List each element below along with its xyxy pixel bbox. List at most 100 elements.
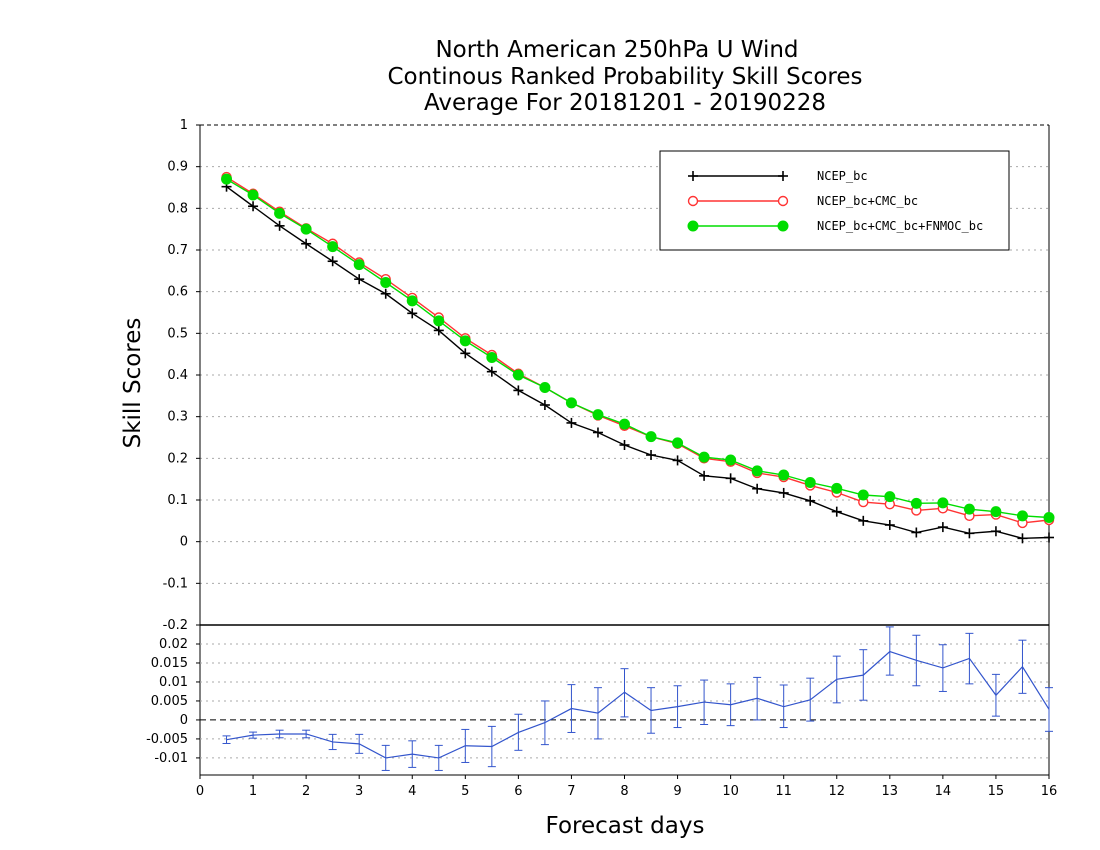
x-tick-label: 8: [620, 784, 628, 799]
y-tick-label: 0.8: [167, 201, 188, 216]
data-point: [964, 528, 975, 539]
y-tick-label: 0.7: [167, 243, 188, 258]
x-tick-label: 5: [461, 784, 469, 799]
y-tick-label: 0.015: [151, 656, 188, 671]
data-point: [725, 473, 736, 484]
data-point: [857, 489, 869, 501]
data-point: [619, 418, 630, 430]
x-tick-label: 11: [775, 784, 792, 799]
legend-marker: [687, 195, 699, 207]
legend-box: [659, 150, 1010, 251]
legend-label: NCEP_bc: [817, 169, 868, 183]
y-axis-title: Skill Scores: [120, 318, 146, 449]
data-point: [778, 487, 789, 498]
x-tick-label: 3: [355, 784, 363, 799]
data-point: [513, 385, 524, 396]
data-point: [937, 522, 948, 533]
y-tick-label: -0.1: [163, 576, 188, 591]
x-tick-label: 1: [249, 784, 257, 799]
difference-series: [222, 626, 1053, 771]
data-point: [937, 497, 949, 509]
x-tick-label: 16: [1041, 784, 1058, 799]
data-point: [301, 238, 312, 249]
data-point: [1043, 512, 1055, 523]
x-tick-label: 2: [302, 784, 310, 799]
x-tick-label: 15: [988, 784, 1005, 799]
data-point: [884, 491, 896, 503]
data-point: [619, 440, 630, 450]
data-point: [247, 189, 259, 201]
legend-label: NCEP_bc+CMC_bc: [817, 194, 918, 208]
data-point: [248, 201, 259, 212]
chart-title: North American 250hPa U Wind: [435, 37, 798, 63]
legend-marker: [687, 220, 699, 232]
data-point: [486, 366, 497, 377]
data-point: [327, 241, 339, 253]
y-tick-label: 0.2: [167, 451, 188, 466]
y-tick-label: 0.3: [167, 410, 188, 425]
y-tick-label: -0.2: [163, 618, 188, 633]
data-point: [725, 454, 737, 466]
data-point: [645, 431, 657, 443]
y-tick-label: 0.4: [167, 368, 188, 383]
x-tick-label: 9: [673, 784, 681, 799]
error-bar: [1045, 687, 1053, 732]
data-point: [990, 506, 1002, 518]
data-point: [406, 295, 418, 307]
legend-marker: [688, 171, 698, 181]
y-tick-label: 0: [180, 535, 188, 550]
data-point: [751, 465, 763, 477]
data-point: [672, 437, 684, 449]
data-point: [566, 417, 577, 428]
legend-label: NCEP_bc+CMC_bc+FNMOC_bc: [817, 219, 983, 233]
data-point: [672, 455, 683, 466]
legend-marker: [777, 195, 789, 207]
y-tick-label: -0.005: [146, 732, 188, 747]
data-point: [354, 274, 365, 285]
x-axis-ticks: 0 1 2 3 4 5 6 7 8 9 10 11 12 13 14 15 16: [196, 775, 1057, 799]
data-point: [1017, 533, 1028, 544]
x-tick-label: 12: [828, 784, 845, 799]
x-tick-label: 10: [722, 784, 739, 799]
y-tick-label: 0.005: [151, 694, 188, 709]
chart-subtitle: Continous Ranked Probability Skill Score…: [387, 64, 862, 90]
data-point: [486, 352, 498, 363]
y-tick-label: 0.01: [159, 675, 188, 690]
chart-period: Average For 20181201 - 20190228: [424, 90, 826, 116]
data-point: [565, 397, 577, 409]
data-point: [539, 382, 551, 393]
legend-item: NCEP_bc+CMC_bc: [687, 194, 918, 208]
data-point: [274, 207, 286, 219]
data-point: [300, 223, 312, 235]
data-point: [1044, 532, 1054, 543]
data-point: [831, 482, 843, 494]
data-point: [512, 369, 524, 381]
data-point: [858, 515, 869, 526]
data-point: [274, 220, 285, 231]
data-point: [407, 308, 418, 319]
difference-line: [226, 650, 1050, 759]
data-point: [221, 173, 233, 185]
data-point: [698, 451, 710, 463]
data-point: [327, 256, 338, 267]
y-tick-label: 0.5: [167, 326, 188, 341]
y-tick-label: 0.9: [167, 160, 188, 175]
main-panel: 1 0.9 0.8 0.7 0.6 0.5 0.4 0.3 0.2 0.1 0 -0.1 -0.2: [163, 118, 1055, 633]
data-point: [805, 495, 816, 506]
x-axis-title: Forecast days: [546, 813, 705, 839]
data-point: [911, 527, 922, 538]
x-tick-label: 4: [408, 784, 416, 799]
x-tick-label: 0: [196, 784, 204, 799]
y-tick-label: 0.02: [159, 637, 188, 652]
data-point: [699, 470, 710, 481]
data-point: [910, 497, 922, 509]
data-point: [380, 277, 392, 288]
data-point: [459, 335, 471, 347]
legend: NCEP_bc NCEP_bc+CMC_bc NCEP_bc+CMC_bc+FNMO…: [659, 150, 1010, 251]
data-point: [1016, 510, 1028, 522]
data-point: [831, 506, 842, 517]
legend-marker: [778, 171, 788, 181]
data-point: [592, 409, 604, 421]
legend-item: NCEP_bc: [688, 169, 868, 183]
